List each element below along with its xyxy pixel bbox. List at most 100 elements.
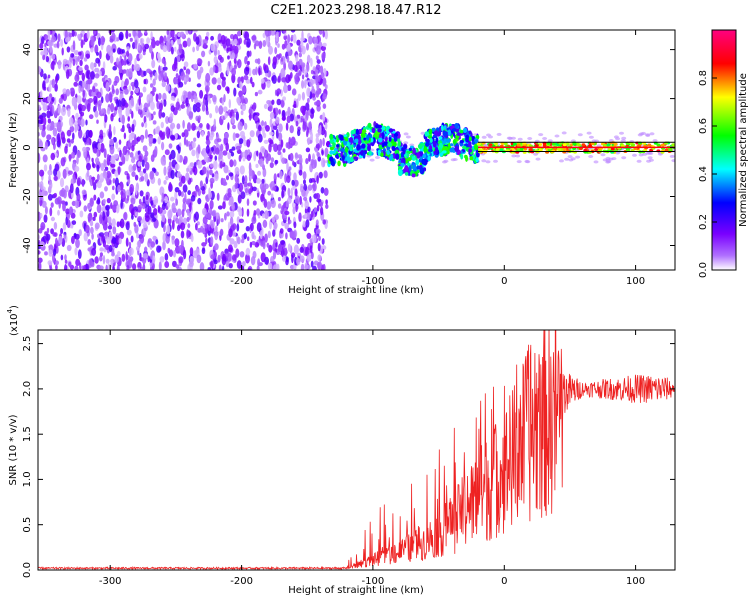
noise-blob [113, 126, 116, 136]
noise-blob [252, 200, 257, 206]
noise-blob [184, 192, 187, 203]
noise-blob [316, 59, 321, 64]
band-blob [419, 166, 424, 174]
noise-blob [256, 188, 259, 194]
noise-blob [177, 171, 181, 178]
line-blob [562, 143, 567, 147]
noise-blob [308, 178, 313, 184]
noise-blob [232, 223, 237, 231]
noise-blob [110, 163, 116, 168]
noise-blob [51, 53, 56, 60]
noise-blob [170, 105, 175, 112]
noise-blob [199, 89, 204, 99]
noise-blob [44, 42, 47, 48]
noise-blob [304, 212, 308, 218]
noise-blob [54, 163, 60, 172]
noise-blob [238, 208, 243, 217]
noise-blob [134, 211, 139, 217]
noise-blob [245, 78, 251, 84]
band-blob [393, 135, 398, 142]
noise-blob [167, 209, 173, 220]
noise-blob [208, 187, 211, 196]
noise-blob [210, 43, 216, 52]
noise-blob [320, 187, 325, 194]
noise-blob [87, 212, 93, 222]
noise-blob [49, 207, 53, 217]
noise-blob [193, 250, 198, 259]
noise-blob [48, 83, 52, 93]
line-blob [606, 143, 611, 147]
noise-blob [161, 141, 165, 151]
noise-blob [246, 198, 250, 206]
noise-blob [155, 239, 159, 245]
noise-blob [154, 145, 158, 156]
noise-blob [106, 197, 111, 204]
noise-blob [72, 58, 76, 66]
noise-blob [231, 117, 235, 124]
noise-blob [47, 193, 53, 201]
noise-blob [271, 74, 277, 84]
noise-blob [156, 245, 162, 253]
band-blob [428, 148, 433, 153]
noise-blob [256, 178, 261, 184]
noise-blob [138, 108, 143, 115]
noise-blob [270, 157, 275, 163]
band-blob [469, 156, 474, 161]
noise-blob [314, 43, 317, 48]
noise-blob [46, 134, 52, 141]
noise-blob [69, 125, 75, 133]
band-halo [567, 155, 573, 159]
noise-blob [121, 49, 125, 54]
noise-blob [246, 154, 251, 161]
noise-blob [215, 212, 220, 220]
noise-blob [272, 250, 277, 260]
noise-blob [286, 115, 291, 124]
noise-blob [132, 30, 136, 37]
noise-blob [272, 56, 277, 66]
noise-blob [97, 197, 101, 205]
band-blob [462, 145, 467, 150]
band-blob [349, 156, 354, 163]
noise-blob [238, 154, 242, 162]
noise-blob [284, 247, 288, 257]
noise-blob [210, 35, 215, 41]
band-halo [586, 131, 592, 135]
noise-blob [277, 197, 281, 202]
noise-blob [106, 107, 111, 115]
band-blob [329, 138, 334, 144]
noise-blob [307, 88, 311, 98]
noise-blob [62, 202, 66, 212]
band-blob [353, 156, 358, 160]
noise-blob [192, 30, 198, 33]
y-tick-label: 0.0 [22, 562, 33, 578]
band-blob [383, 141, 388, 146]
noise-blob [324, 84, 328, 90]
noise-blob [93, 211, 98, 218]
noise-blob [298, 212, 302, 223]
noise-blob [249, 50, 252, 57]
noise-blob [130, 197, 136, 205]
noise-blob [262, 40, 267, 47]
noise-blob [144, 30, 148, 35]
noise-blob [270, 193, 274, 199]
noise-blob [96, 180, 102, 189]
noise-blob [266, 100, 272, 105]
noise-blob [132, 84, 135, 91]
noise-blob [235, 145, 241, 150]
noise-blob [238, 138, 244, 145]
noise-blob [291, 254, 294, 264]
noise-blob [306, 54, 311, 64]
noise-blob [256, 222, 262, 233]
noise-blob [289, 264, 295, 270]
noise-blob [216, 192, 220, 201]
noise-blob [60, 228, 64, 235]
noise-blob [175, 264, 180, 269]
noise-blob [231, 231, 237, 237]
noise-blob [55, 237, 58, 246]
noise-blob [49, 265, 53, 270]
noise-blob [199, 123, 203, 128]
noise-blob [85, 146, 91, 152]
band-halo [645, 133, 651, 137]
noise-blob [162, 233, 167, 243]
noise-blob [183, 61, 189, 68]
